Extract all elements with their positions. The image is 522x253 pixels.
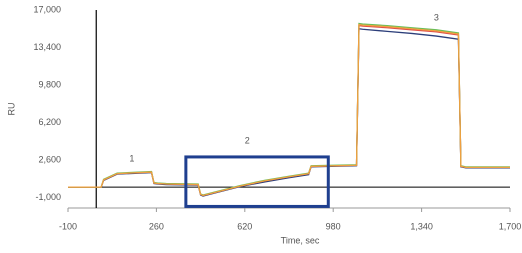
annotation: 3 [434, 13, 439, 23]
y-tick-label: -1,000 [35, 192, 61, 202]
x-tick-label: 260 [149, 221, 164, 231]
y-tick-label: 13,400 [33, 42, 61, 52]
y-tick-label: 2,600 [38, 154, 61, 164]
sensorgram-line [68, 23, 510, 197]
y-tick-label: 17,000 [33, 4, 61, 14]
annotation: 2 [245, 136, 250, 146]
x-tick-label: 980 [326, 221, 341, 231]
sensorgram-line [68, 24, 510, 197]
y-axis-title: RU [6, 103, 16, 116]
annotation: 1 [129, 153, 134, 163]
x-tick-label: 1,700 [499, 221, 522, 231]
sensorgram-line [68, 22, 510, 196]
highlight-box [184, 155, 330, 208]
sensorgram-line [68, 28, 510, 197]
x-tick-label: 620 [237, 221, 252, 231]
y-tick-label: 6,200 [38, 117, 61, 127]
y-tick-label: 9,800 [38, 79, 61, 89]
x-axis-title: Time, sec [281, 235, 320, 245]
x-tick-label: 1,340 [410, 221, 433, 231]
x-tick-label: -100 [59, 221, 77, 231]
